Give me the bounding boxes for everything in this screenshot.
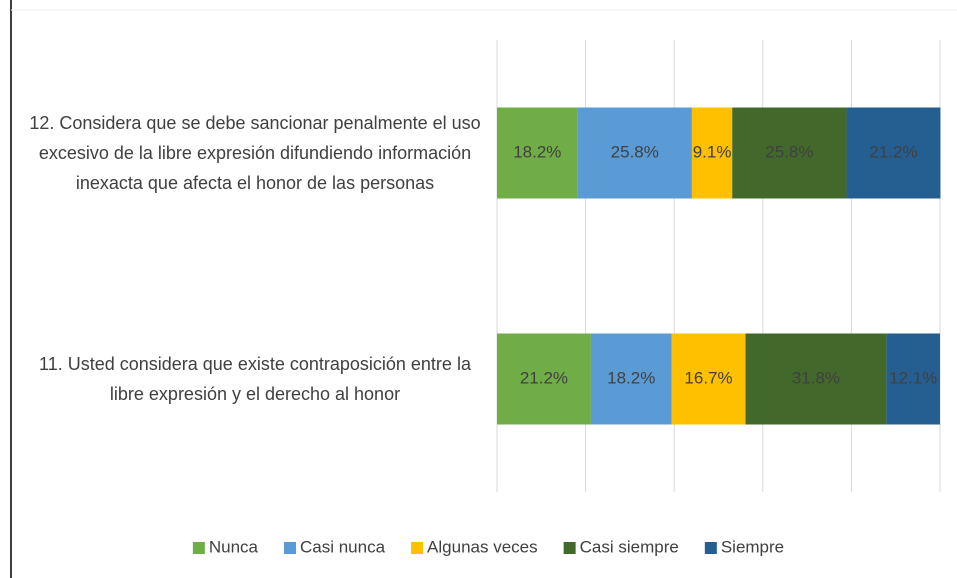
category-label: 12. Considera que se debe sancionar pena… bbox=[29, 113, 481, 193]
data-label: 18.2% bbox=[513, 142, 561, 161]
legend-label: Nunca bbox=[209, 537, 259, 556]
bar-segment bbox=[497, 107, 578, 199]
legend-label: Casi nunca bbox=[300, 537, 386, 556]
legend-swatch bbox=[563, 542, 576, 554]
legend-label: Siempre bbox=[721, 537, 784, 556]
bar-segment bbox=[732, 107, 847, 199]
legend-label: Casi siempre bbox=[580, 537, 679, 556]
data-label: 12.1% bbox=[889, 368, 937, 387]
bar-segment bbox=[671, 333, 746, 425]
legend-swatch bbox=[411, 542, 424, 554]
legend-swatch bbox=[283, 542, 296, 554]
data-label: 18.2% bbox=[607, 368, 655, 387]
legend-swatch bbox=[192, 542, 205, 554]
bar-segment bbox=[886, 333, 940, 425]
bar-segment bbox=[590, 333, 672, 425]
data-label: 21.2% bbox=[520, 368, 568, 387]
bar-segment bbox=[691, 107, 733, 199]
data-label: 16.7% bbox=[684, 368, 732, 387]
bar-segment bbox=[745, 333, 887, 425]
category-label: 11. Usted considera que existe contrapos… bbox=[39, 354, 471, 404]
bar-segment bbox=[497, 333, 591, 425]
data-label: 31.8% bbox=[792, 368, 840, 387]
bar-segment bbox=[846, 107, 941, 199]
data-label: 25.8% bbox=[611, 142, 659, 161]
data-label: 25.8% bbox=[765, 142, 813, 161]
legend-swatch bbox=[704, 542, 717, 554]
data-label: 21.2% bbox=[869, 142, 917, 161]
data-label: 9.1% bbox=[693, 142, 732, 161]
bar-segment bbox=[577, 107, 692, 199]
legend-label: Algunas veces bbox=[427, 537, 538, 556]
